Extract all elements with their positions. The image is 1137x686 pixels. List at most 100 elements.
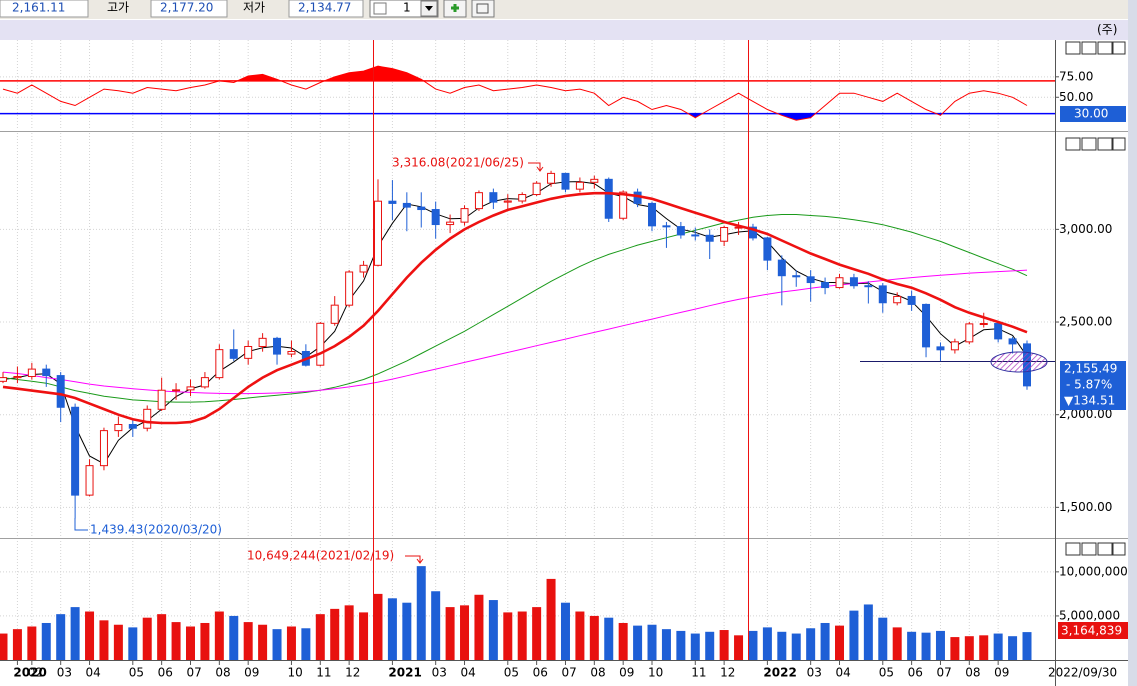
panel-button[interactable] [1081,137,1097,151]
volume-bar [27,626,37,660]
config-icon [476,3,489,14]
volume-bar [488,600,498,660]
period-checkbox[interactable] [373,2,387,15]
candle-body [676,226,685,236]
volume-arrow [405,555,424,564]
panel-button[interactable] [1065,137,1081,151]
candle-body [590,178,599,183]
volume-bar [777,631,787,660]
current-price: 2,155.49 [1064,362,1117,376]
x-tick-label: 07 [186,666,201,680]
candle-body [619,191,628,219]
current-price-box [1060,361,1126,410]
volume-bar [157,614,167,660]
candle-body [979,323,988,326]
x-tick-label: 02 [28,666,43,680]
panel-button[interactable] [1097,137,1113,151]
panel-button[interactable] [1081,41,1097,55]
volume-bar [1008,636,1018,660]
x-tick-label: 2020 [13,666,46,680]
y-tick-label: 2,000.00 [1059,407,1112,421]
candle-body [489,192,498,203]
candle-body [42,368,51,377]
volume-bar [618,622,628,660]
x-tick-label: 05 [129,666,144,680]
volume-bar [863,604,873,660]
candle-body [373,200,382,266]
candle-body [849,277,858,287]
volume-bar [517,611,527,660]
open-value: 2,161.11 [12,1,65,15]
highlight-ellipse [990,351,1048,373]
current-volume-box [1058,622,1128,639]
candle-body [474,192,483,210]
config-button[interactable] [471,0,495,18]
candle-body [907,295,916,305]
candle-body [114,424,123,432]
overbought-fill [219,66,424,81]
volume-bar [734,635,744,660]
candle-body [215,349,224,379]
volume-bar [950,637,960,660]
current-volume: 3,164,839 [1061,624,1122,638]
volume-bar [993,633,1003,660]
change-rate: - 5.87% [1066,378,1112,392]
candle-body [936,346,945,351]
x-tick-label: 2022 [763,666,796,680]
x-tick-label: 12 [345,666,360,680]
volume-bar [344,605,354,660]
volume-bar [387,598,397,660]
candle-body [532,182,541,196]
candle-body [893,295,902,304]
volume-bar [676,630,686,660]
candle-body [0,377,7,382]
x-tick-label: 06 [533,666,548,680]
x-tick-label: 11 [691,666,706,680]
volume-bar [647,624,657,660]
candle-body [748,226,757,239]
volume-bar [214,611,224,660]
volume-bar [892,627,902,660]
x-tick-label: 2021 [388,666,421,680]
candle-body [604,178,613,219]
x-tick-label: 04 [836,666,851,680]
panel-button[interactable] [1112,41,1126,55]
y-tick-label: 1,500.00 [1059,500,1112,514]
volume-bar [806,628,816,660]
panel-button[interactable] [1065,41,1081,55]
candle-body [128,424,137,429]
volume-bar [41,622,51,660]
panel-button[interactable] [1065,542,1081,556]
candle-body [518,194,527,202]
volume-bar [402,602,412,660]
volume-bar [935,630,945,660]
y-tick-label: 5,000,000 [1059,608,1120,622]
panel-button[interactable] [1081,542,1097,556]
x-tick-label: 03 [57,666,72,680]
panel-button[interactable] [1097,542,1113,556]
y-tick-label: 10,000,000 [1059,564,1128,578]
x-tick-label: 08 [590,666,605,680]
candle-body [71,406,80,496]
header-bar [0,20,1128,40]
volume-bar [272,629,282,660]
volume-bar [791,633,801,660]
volume-bar [128,627,138,660]
volume-bar [589,615,599,660]
candle-body [878,285,887,304]
high-field [150,0,228,18]
candle-body [705,234,714,242]
volume-bar [171,622,181,660]
x-tick-label: 09 [244,666,259,680]
volume-bar [835,625,845,660]
candle-body [1008,338,1017,345]
volume-bar [431,591,441,660]
open-field [0,0,89,18]
x-tick-label: 05 [879,666,894,680]
panel-button[interactable] [1097,41,1113,55]
panel-button[interactable] [1112,542,1126,556]
panel-button[interactable] [1112,137,1126,151]
volume-bar [546,578,556,660]
x-tick-label: 10 [287,666,302,680]
